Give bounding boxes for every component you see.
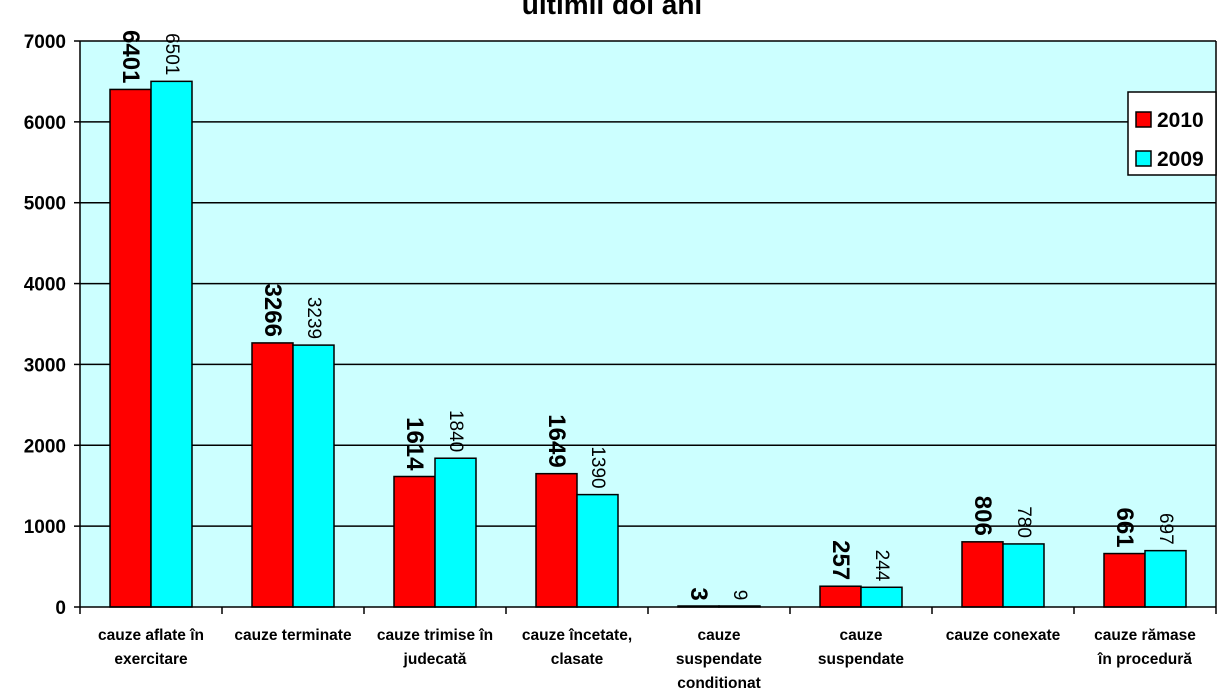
data-label-2009: 3239	[303, 297, 324, 339]
data-label-2010: 1614	[401, 417, 428, 471]
x-tick-label-line: conditionat	[677, 675, 761, 690]
x-tick-label-line: exercitare	[114, 651, 188, 668]
y-tick-label: 0	[55, 598, 66, 619]
x-tick-label: cauze încetate, clasate	[522, 627, 632, 668]
data-label-2009: 9	[729, 590, 750, 601]
data-label-2010: 661	[1111, 508, 1138, 548]
x-tick-label-line: cauze rămase	[1094, 627, 1196, 644]
x-tick-label-line: cauze aflate în	[98, 627, 204, 644]
bars	[109, 80, 1187, 608]
legend-label-2010: 2010	[1157, 109, 1204, 132]
x-tick-label: cauze terminate	[234, 627, 352, 644]
data-label-2010: 806	[969, 496, 996, 536]
x-tick-label-line: judecată	[403, 651, 467, 668]
data-label-2009: 6501	[161, 33, 182, 75]
legend: 2010 2009	[1127, 91, 1217, 176]
y-tick-label: 1000	[24, 517, 66, 538]
data-label-2009: 1390	[587, 446, 608, 488]
x-tick-label: cauze rămase în procedură	[1094, 627, 1196, 668]
bar-2010	[1103, 552, 1146, 608]
x-tick-label-line: suspendate	[818, 651, 905, 668]
data-label-2009: 697	[1155, 513, 1176, 545]
x-tick-label: cauze conexate	[946, 627, 1061, 644]
chart-title: ultimii doi ani	[522, 0, 702, 20]
x-axis: cauze aflate în exercitare cauze terminate…	[79, 606, 1217, 690]
bar-2009	[434, 457, 477, 608]
data-label-2010: 6401	[117, 30, 144, 83]
x-tick-label: cauze trimise în judecată	[377, 627, 493, 668]
x-tick-label-line: cauze	[839, 627, 882, 644]
bar-2009	[1144, 549, 1187, 608]
x-tick-label: cauze suspendate conditionat	[676, 627, 763, 690]
x-tick-label-line: cauze încetate,	[522, 627, 632, 644]
legend-swatch-2009	[1135, 150, 1152, 167]
x-tick-label-line: cauze	[697, 627, 740, 644]
y-axis: 0 1000 2000 3000 4000 5000 6000 7000	[24, 32, 1217, 619]
x-tick-label-line: suspendate	[676, 651, 763, 668]
x-tick-label: cauze suspendate	[818, 627, 905, 668]
x-tick-label-line: clasate	[551, 651, 604, 668]
data-label-2010: 3	[685, 587, 712, 600]
bar-2009	[292, 344, 335, 608]
x-tick-label-line: cauze terminate	[234, 627, 352, 644]
data-label-2009: 244	[871, 550, 892, 582]
y-tick-label: 6000	[24, 113, 66, 134]
bar-2009	[860, 586, 903, 608]
y-tick-label: 4000	[24, 275, 66, 296]
bar-2009	[1002, 543, 1045, 608]
y-tick-label: 3000	[24, 355, 66, 376]
bar-2009	[576, 493, 619, 608]
data-label-2010: 257	[827, 540, 854, 580]
legend-swatch-2010	[1135, 111, 1152, 128]
x-tick-label-line: în procedură	[1097, 651, 1192, 668]
y-tick-label: 2000	[24, 436, 66, 457]
data-labels: 6401 3266 1614 1649 3 257 806 661 6501 3239 1840 13…	[117, 30, 1176, 601]
data-label-2010: 1649	[543, 414, 570, 467]
x-tick-label-line: cauze conexate	[946, 627, 1061, 644]
y-tick-label: 5000	[24, 194, 66, 215]
bar-2009	[150, 80, 193, 608]
bar-2010	[961, 541, 1004, 608]
x-tick-label: cauze aflate în exercitare	[98, 627, 204, 668]
data-label-2009: 1840	[445, 410, 466, 452]
bar-2010	[535, 472, 578, 608]
plot-area	[80, 41, 1216, 607]
data-label-2009: 780	[1013, 506, 1034, 538]
legend-label-2009: 2009	[1157, 148, 1204, 171]
bar-2010	[109, 88, 152, 608]
bar-2010	[251, 342, 294, 608]
x-tick-label-line: cauze trimise în	[377, 627, 493, 644]
bar-2010	[393, 475, 436, 608]
data-label-2010: 3266	[259, 284, 286, 337]
bar-2010	[819, 585, 862, 608]
y-tick-label: 7000	[24, 32, 66, 53]
